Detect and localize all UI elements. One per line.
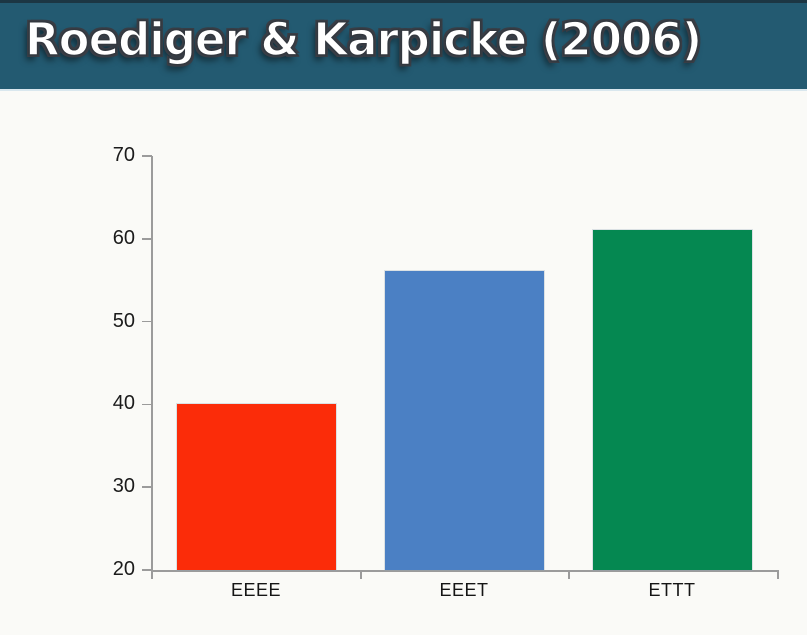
slide-header-band: Roediger & Karpicke (2006) — [0, 0, 807, 91]
y-axis-line — [151, 156, 153, 579]
x-category-label: EEET — [439, 580, 489, 600]
y-tick-label: 30 — [112, 475, 135, 498]
x-tick-divider — [360, 570, 362, 579]
y-tick-label: 70 — [112, 144, 135, 167]
y-tick-mark — [142, 569, 152, 571]
y-tick-mark — [142, 486, 152, 488]
x-category-label: ETTT — [648, 580, 696, 600]
bar-ettt — [593, 230, 752, 570]
x-category-label: EEEE — [230, 580, 282, 600]
bar-eeee — [177, 403, 336, 570]
bar-chart: 70 60 50 40 30 20 EEEE EEET ETTT — [113, 144, 779, 600]
y-tick-label: 40 — [112, 392, 135, 415]
y-tick-label: 50 — [112, 309, 135, 332]
x-tick-divider — [568, 570, 570, 579]
y-tick-label: 20 — [112, 558, 135, 581]
y-tick-mark — [142, 320, 152, 323]
y-tick-mark — [142, 155, 152, 157]
bar-eeet — [385, 271, 544, 570]
y-tick-mark — [142, 238, 152, 240]
y-tick-label: 60 — [112, 226, 135, 249]
x-axis-line — [151, 570, 778, 572]
y-tick-mark — [142, 403, 152, 406]
slide-title: Roediger & Karpicke (2006) — [24, 12, 703, 67]
x-tick-end — [777, 570, 779, 579]
